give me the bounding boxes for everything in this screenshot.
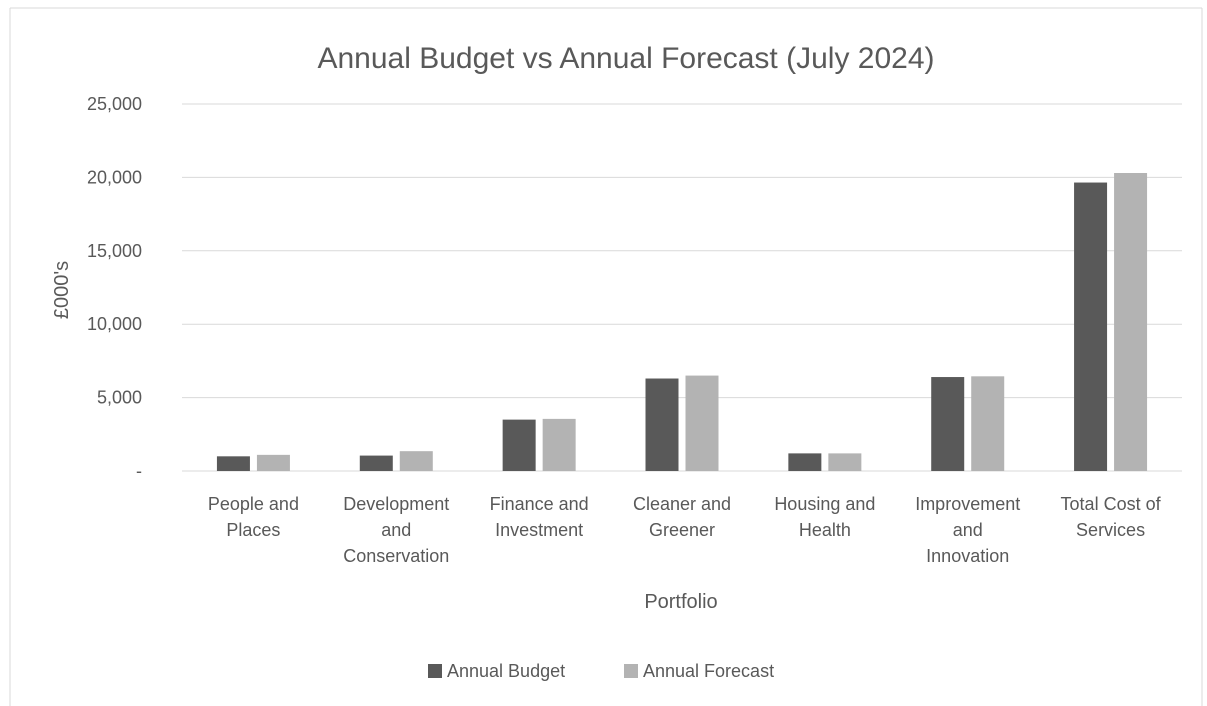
bar xyxy=(502,419,536,471)
y-axis-title: £000's xyxy=(51,261,73,319)
x-category-label-line: Total Cost of xyxy=(1061,494,1162,514)
x-category-label-line: Finance and xyxy=(490,494,589,514)
bar xyxy=(971,376,1005,471)
y-tick-label: 15,000 xyxy=(87,241,142,261)
x-category-label-line: and xyxy=(381,520,411,540)
x-category-label-line: Housing and xyxy=(774,494,875,514)
x-category-label: Total Cost of Services xyxy=(1061,494,1162,540)
y-tick-label: 10,000 xyxy=(87,314,142,334)
bar xyxy=(256,454,290,471)
bar xyxy=(645,378,679,471)
bar xyxy=(399,451,433,471)
bar xyxy=(542,418,576,471)
chart-title: Annual Budget vs Annual Forecast (July 2… xyxy=(317,42,934,75)
x-category-label-line: Development xyxy=(343,494,449,514)
legend-swatch xyxy=(624,664,638,678)
y-tick-label: 5,000 xyxy=(97,388,142,408)
x-category-label: Development and Conservation xyxy=(343,494,449,566)
bar xyxy=(931,377,965,471)
x-axis-title: Portfolio xyxy=(644,591,717,613)
legend-label: Annual Budget xyxy=(447,661,565,681)
bar xyxy=(788,453,822,471)
bar xyxy=(216,456,250,471)
y-tick-label: - xyxy=(136,461,142,481)
x-category-label-line: Health xyxy=(799,520,851,540)
x-category-label-line: Cleaner and xyxy=(633,494,731,514)
x-category-label-line: Investment xyxy=(495,520,583,540)
gridlines xyxy=(182,103,1182,472)
x-category-label-line: Improvement xyxy=(915,494,1020,514)
bar xyxy=(359,455,393,471)
legend: Annual Budget Annual Forecast xyxy=(428,661,774,681)
legend-swatch xyxy=(428,664,442,678)
x-axis-categories: People and Places Development and Conservati… xyxy=(208,494,1162,566)
bar xyxy=(685,375,719,471)
y-tick-label: 20,000 xyxy=(87,167,142,187)
x-category-label-line: Greener xyxy=(649,520,715,540)
legend-label: Annual Forecast xyxy=(643,661,774,681)
bar xyxy=(1114,172,1148,471)
x-category-label-line: Services xyxy=(1076,520,1145,540)
x-category-label-line: and xyxy=(953,520,983,540)
bar xyxy=(1074,182,1108,471)
bars xyxy=(216,172,1148,471)
x-category-label: Cleaner and Greener xyxy=(633,494,731,540)
x-category-label: Housing and Health xyxy=(774,494,875,540)
x-category-label: Finance and Investment xyxy=(490,494,589,540)
x-category-label: People and Places xyxy=(208,494,299,540)
y-tick-label: 25,000 xyxy=(87,94,142,114)
x-category-label-line: Places xyxy=(226,520,280,540)
x-category-label-line: People and xyxy=(208,494,299,514)
x-category-label: Improvement and Innovation xyxy=(915,494,1020,566)
x-category-label-line: Innovation xyxy=(926,546,1009,566)
bar xyxy=(828,453,862,471)
y-axis-ticks: - 5,000 10,000 15,000 20,000 25,000 xyxy=(87,94,142,481)
x-category-label-line: Conservation xyxy=(343,546,449,566)
